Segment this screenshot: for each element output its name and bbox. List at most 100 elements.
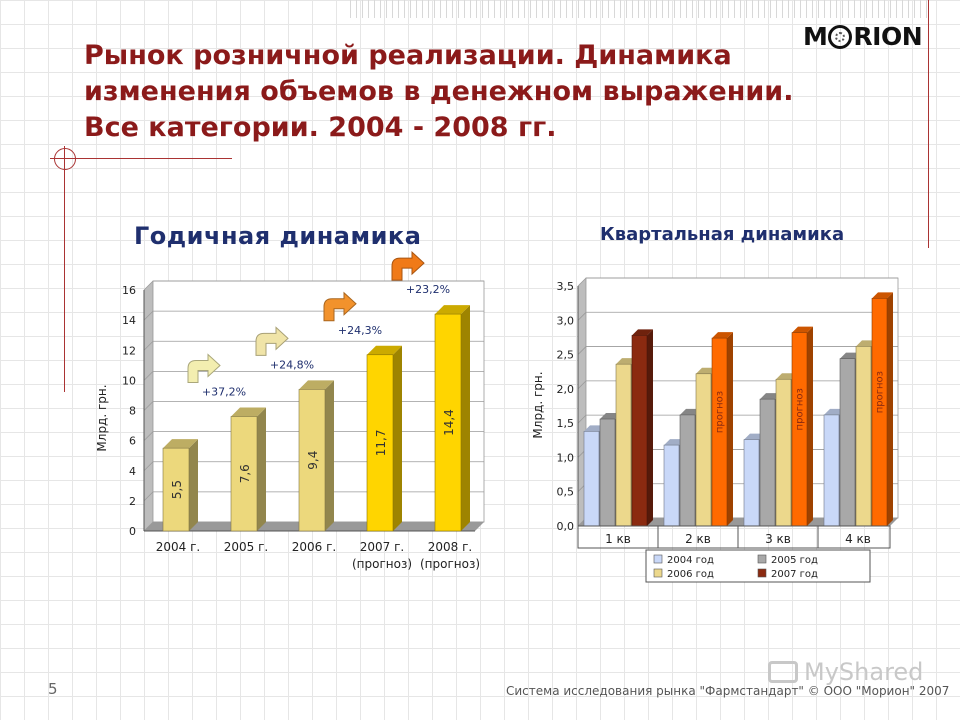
annual-gridline-side: [143, 431, 154, 441]
growth-arrow-icon: [187, 353, 221, 384]
quarterly-bar-front: [839, 358, 856, 527]
annual-bar-front: [434, 313, 462, 532]
annual-bar-front: [162, 447, 190, 532]
title-line-3: Все категории. 2004 - 2008 гг.: [84, 112, 557, 143]
quarterly-bar-top: [712, 332, 733, 339]
quarterly-ytick-label: 1,5: [557, 417, 575, 430]
quarterly-bar: [791, 326, 813, 527]
legend-label: 2005 год: [771, 555, 818, 566]
quarterly-bar-top: [872, 292, 893, 299]
decor-vline-right: [928, 0, 929, 248]
watermark: MyShared: [768, 658, 923, 686]
quarterly-legend: 2004 год 2005 год 2006 год 2007 год: [645, 549, 871, 583]
annual-bar-front: [366, 354, 394, 532]
quarterly-category-label: 3 кв: [765, 532, 791, 546]
footer-text: Система исследования рынка "Фармстандарт…: [506, 684, 950, 698]
watermark-text: MyShared: [804, 658, 924, 686]
quarterly-bar-front: [679, 414, 696, 527]
top-stripe: [350, 0, 928, 18]
quarterly-gridline-side: [577, 312, 587, 321]
annual-bar-top: [435, 305, 470, 315]
growth-arrow-icon: [255, 326, 289, 356]
growth-label: +23,2%: [406, 283, 450, 296]
quarterly-bar-side: [647, 329, 653, 526]
legend-swatch: [757, 554, 767, 564]
annual-value-label: 11,7: [374, 430, 388, 457]
annual-gridline-side: [143, 340, 154, 351]
quarterly-bar: [871, 292, 893, 527]
quarterly-floor: [578, 518, 898, 526]
annual-value-label: 5,5: [170, 480, 184, 499]
annual-gridline-side: [143, 310, 154, 321]
quarterly-category-label: 1 кв: [605, 532, 631, 546]
quarterly-gridline-side: [577, 346, 587, 355]
quarterly-bar-front: [775, 378, 792, 527]
annual-bar-top: [231, 407, 266, 417]
annual-bar: [230, 407, 266, 532]
quarterly-forecast-label: прогноз: [875, 371, 886, 413]
quarterly-ytick-label: 2,0: [557, 383, 575, 396]
quarterly-ytick-label: 3,5: [557, 280, 575, 293]
growth-arrow-shape: [187, 353, 221, 384]
annual-bar-top: [299, 380, 334, 390]
quarterly-category-label: 2 кв: [685, 532, 711, 546]
annual-bar-top: [163, 439, 198, 449]
quarterly-ytick-label: 2,5: [557, 349, 575, 362]
annual-category-sublabel: (прогноз): [352, 557, 412, 571]
annual-gridline-side: [143, 371, 154, 381]
growth-arrow-icon: [391, 250, 425, 281]
quarterly-bar-side: [807, 326, 813, 526]
quarterly-bar-top: [792, 326, 813, 333]
quarterly-bar-front: [615, 363, 632, 527]
legend-label: 2006 год: [667, 569, 714, 580]
annual-ytick-label: 0: [129, 525, 136, 538]
annual-ytick-label: 12: [122, 344, 136, 357]
quarterly-bar-top: [632, 329, 653, 336]
logo-circle-icon: [828, 25, 853, 49]
decor-hline: [50, 158, 232, 159]
growth-label: +24,8%: [270, 358, 314, 371]
decor-vline-left: [64, 146, 65, 392]
annual-bar-side: [325, 380, 334, 531]
annual-ytick-label: 16: [122, 284, 136, 297]
quarterly-ytick-label: 1,0: [557, 451, 575, 464]
legend-swatch: [757, 568, 767, 578]
annual-category-label: 2006 г.: [292, 540, 336, 554]
annual-y-axis-label: Млрд. грн.: [95, 384, 109, 451]
annual-bar-side: [393, 345, 402, 531]
annual-gridline-side: [143, 280, 154, 291]
annual-ytick-label: 2: [129, 495, 136, 508]
decor-circle: [54, 148, 76, 170]
annual-gridline-side: [143, 401, 154, 411]
quarterly-bar-front: [631, 335, 648, 527]
annual-value-label: 9,4: [306, 451, 320, 470]
legend-label: 2007 год: [771, 569, 818, 580]
quarterly-forecast-label: прогноз: [795, 388, 806, 430]
annual-bar-side: [257, 407, 266, 531]
quarterly-bar-front: [599, 418, 616, 527]
annual-ytick-label: 6: [129, 435, 136, 448]
quarterly-gridline-side: [577, 380, 587, 390]
annual-ytick-label: 8: [129, 405, 136, 418]
annual-gridline-side: [143, 521, 154, 532]
quarterly-gridline-side: [577, 277, 587, 287]
annual-gridline-side: [143, 491, 154, 502]
annual-bar: [366, 345, 402, 532]
morion-logo: M RION: [803, 22, 923, 51]
annual-category-label: 2008 г.: [428, 540, 472, 554]
quarterly-chart-title: Квартальная динамика: [600, 224, 845, 245]
quarterly-category-table: [577, 525, 891, 549]
annual-category-sublabel: (прогноз): [420, 557, 480, 571]
annual-bar-front: [298, 389, 326, 532]
annual-category-label: 2004 г.: [156, 540, 200, 554]
legend-swatch: [653, 568, 663, 578]
annual-ytick-label: 10: [122, 374, 136, 387]
annual-category-label: 2007 г.: [360, 540, 404, 554]
annual-bar-front: [230, 416, 258, 532]
quarterly-bar-front: [663, 444, 680, 527]
annual-bar: [298, 380, 334, 532]
annual-ytick-label: 14: [122, 314, 136, 327]
growth-arrow-shape: [391, 250, 425, 281]
